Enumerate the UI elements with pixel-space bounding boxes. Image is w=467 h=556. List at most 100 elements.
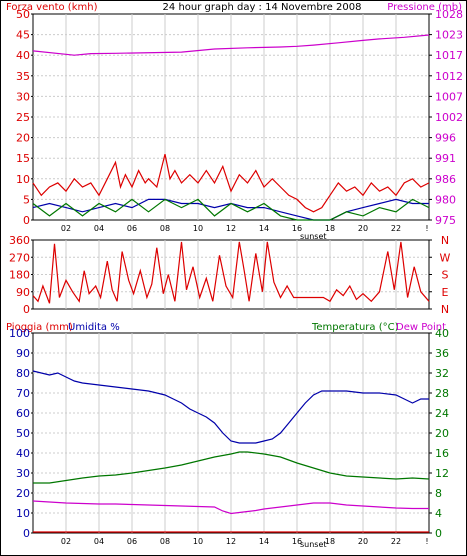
x-tick-label: 12	[226, 537, 236, 546]
x-tick-label: 16	[292, 537, 302, 546]
right-tick-label: 12	[435, 467, 449, 480]
right-tick-label: E	[442, 286, 449, 299]
left-tick-label: 80	[16, 367, 30, 380]
right-tick-label: 1002	[435, 111, 463, 124]
x-tick-label: 18	[325, 224, 335, 233]
temp-x-ticks: 02 04 06 08 10 12 14 16 18 20 22!	[61, 537, 429, 546]
left-tick-label: 100	[9, 327, 30, 340]
left-tick-label: 0	[23, 527, 30, 540]
x-tick-label: 10	[193, 537, 203, 546]
left-tick-label: 15	[16, 152, 30, 165]
wind-series	[32, 34, 430, 221]
right-tick-label: W	[440, 251, 451, 264]
x-tick-label: 22	[391, 537, 401, 546]
right-tick-label: 0	[435, 527, 442, 540]
chart-title: 24 hour graph day : 14 Novembre 2008	[163, 2, 362, 13]
left-tick-label: 35	[16, 70, 30, 83]
right-tick-label: N	[441, 303, 449, 316]
x-tick-label: 02	[61, 537, 71, 546]
x-tick-label: 08	[160, 537, 170, 546]
left-tick-label: 20	[16, 132, 30, 145]
x-tick-label: 20	[358, 537, 368, 546]
temp-grid	[33, 333, 429, 533]
right-tick-label: 16	[435, 447, 449, 460]
series-line-raffica	[32, 153, 430, 213]
direction-left-ticks: 0 90 180 270 360	[9, 234, 33, 316]
left-tick-label: 360	[9, 234, 30, 247]
left-tick-label: 0	[23, 214, 30, 227]
right-tick-label: 980	[435, 193, 456, 206]
right-tick-label: 8	[435, 487, 442, 500]
humidity-left-ticks: 0 10 20 30 40 50 60 70 80 90 100	[9, 327, 33, 540]
left-tick-label: 50	[16, 8, 30, 21]
left-tick-label: 60	[16, 407, 30, 420]
left-tick-label: 40	[16, 447, 30, 460]
left-tick-label: 30	[16, 90, 30, 103]
series-line-umidita-	[32, 370, 429, 444]
left-tick-label: 0	[23, 303, 30, 316]
wind-sunset-label: sunset	[300, 232, 327, 241]
wind-left-ticks: 0 5 10 15 20 25 30 35 40 45 50	[16, 8, 33, 227]
temp-series	[32, 370, 430, 533]
left-tick-label: 5	[23, 193, 30, 206]
wind-grid	[33, 14, 429, 220]
x-tick-label: 20	[358, 224, 368, 233]
x-tick-label: !	[425, 537, 428, 546]
pressure-right-ticks: 975 980 986 991 996 1002 1007 1012 1017 1023 1028	[429, 8, 463, 227]
right-tick-label: 996	[435, 132, 456, 145]
temp-sunset-label: sunset	[300, 540, 327, 549]
right-tick-label: N	[441, 234, 449, 247]
left-tick-label: 10	[16, 173, 30, 186]
humidity-axis-title: Umidita %	[68, 322, 120, 333]
x-tick-label: 06	[127, 537, 137, 546]
x-tick-label: 14	[259, 537, 269, 546]
right-tick-label: 24	[435, 407, 449, 420]
x-tick-label: 12	[226, 224, 236, 233]
right-tick-label: 1007	[435, 90, 463, 103]
x-tick-label: 16	[292, 224, 302, 233]
direction-series	[32, 241, 430, 304]
left-tick-label: 40	[16, 49, 30, 62]
right-tick-label: 20	[435, 427, 449, 440]
right-tick-label: 1012	[435, 70, 463, 83]
left-tick-label: 30	[16, 467, 30, 480]
left-tick-label: 25	[16, 111, 30, 124]
wind-x-ticks: 02 04 06 08 10 12 14 16 18 20 22!	[61, 224, 429, 233]
series-line-direzione	[32, 241, 430, 304]
right-tick-label: 36	[435, 347, 449, 360]
x-tick-label: 18	[325, 537, 335, 546]
x-tick-label: 08	[160, 224, 170, 233]
right-tick-label: 4	[435, 507, 442, 520]
left-tick-label: 20	[16, 487, 30, 500]
temperature-axis-title: Temperatura (°C)	[311, 322, 399, 333]
right-tick-label: 1023	[435, 29, 463, 42]
right-tick-label: S	[442, 269, 449, 282]
series-line-media	[32, 198, 429, 221]
left-tick-label: 180	[9, 269, 30, 282]
right-tick-label: 40	[435, 327, 449, 340]
right-tick-label: 1017	[435, 49, 463, 62]
wind-axis-title: Forza vento (kmh)	[6, 2, 98, 13]
right-tick-label: 975	[435, 214, 456, 227]
pressure-axis-title: Pressione (mb)	[387, 2, 462, 13]
left-tick-label: 45	[16, 29, 30, 42]
left-tick-label: 70	[16, 387, 30, 400]
x-tick-label: 04	[94, 537, 104, 546]
x-tick-label: 10	[193, 224, 203, 233]
left-tick-label: 50	[16, 427, 30, 440]
left-tick-label: 270	[9, 251, 30, 264]
right-tick-label: 986	[435, 173, 456, 186]
series-line-pressione-mb-	[32, 34, 430, 56]
rain-axis-title: Pioggia (mm)	[6, 322, 73, 333]
left-tick-label: 90	[16, 286, 30, 299]
x-tick-label: 02	[61, 224, 71, 233]
right-tick-label: 991	[435, 152, 456, 165]
series-line-temperatura-c-	[33, 451, 430, 484]
left-tick-label: 10	[16, 507, 30, 520]
dewpoint-axis-title: Dew Point	[396, 322, 446, 333]
x-tick-label: 14	[259, 224, 269, 233]
